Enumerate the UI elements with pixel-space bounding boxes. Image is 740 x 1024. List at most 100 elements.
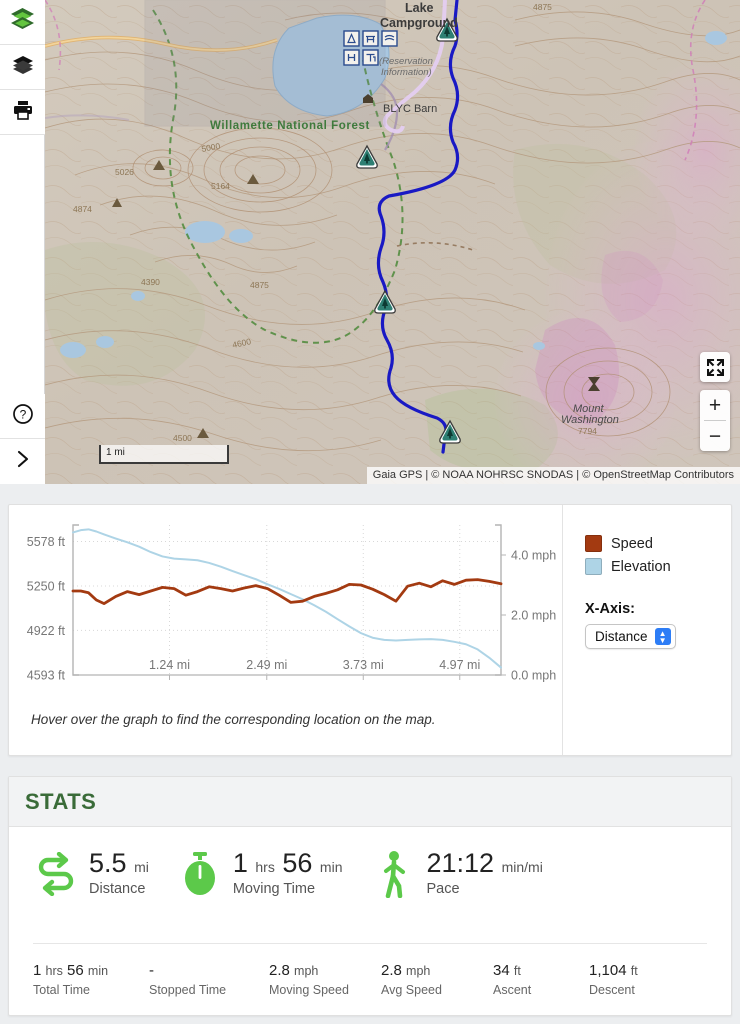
xaxis-select[interactable]: Distance ▲ ▼ bbox=[585, 624, 676, 649]
stats-title: STATS bbox=[25, 788, 97, 814]
svg-text:4500: 4500 bbox=[173, 433, 192, 443]
stat-avg-speed: 2.8 mph Avg Speed bbox=[381, 962, 493, 997]
stat-moving-time: 1 hrs 56 min Moving Time bbox=[177, 848, 343, 943]
axis-left-spine bbox=[72, 524, 79, 676]
chart-svg[interactable]: 4593 ft 4922 ft 5250 ft 5578 ft 1.24 mi 2.49 … bbox=[9, 505, 563, 705]
ytick-elevation-3: 5578 ft bbox=[27, 535, 66, 549]
basemap-layers-icon bbox=[9, 6, 36, 38]
help-icon: ? bbox=[12, 403, 34, 430]
svg-text:7794: 7794 bbox=[578, 426, 597, 436]
map-toolbar: ? bbox=[0, 0, 45, 484]
xtick-3: 4.97 mi bbox=[439, 658, 480, 672]
map-canvas[interactable]: Lake Campground (Reservation Information… bbox=[45, 0, 740, 484]
svg-text:Mount: Mount bbox=[573, 403, 605, 415]
stat-stopped-time-label: Stopped Time bbox=[149, 983, 227, 997]
zoom-out-button[interactable]: − bbox=[708, 424, 722, 448]
expand-panel-button[interactable] bbox=[0, 439, 45, 484]
walker-icon bbox=[370, 849, 416, 899]
chart-legend-panel: Speed Elevation X-Axis: Distance ▲ ▼ bbox=[563, 505, 731, 755]
map-scale-bar: 1 mi bbox=[99, 445, 229, 464]
stat-avg-speed-value: 2.8 mph bbox=[381, 962, 431, 979]
waypoint-markers bbox=[356, 17, 461, 444]
stat-descent: 1,104 ft Descent bbox=[589, 962, 689, 997]
fullscreen-icon[interactable] bbox=[700, 352, 730, 382]
svg-text:Willamette National Forest: Willamette National Forest bbox=[210, 120, 370, 132]
help-button[interactable]: ? bbox=[0, 394, 45, 439]
map-attribution: Gaia GPS | © NOAA NOHRSC SNODAS | © Open… bbox=[366, 467, 740, 484]
svg-text:5026: 5026 bbox=[115, 167, 134, 177]
print-button[interactable] bbox=[0, 90, 45, 135]
stopwatch-icon bbox=[177, 849, 223, 899]
chevron-right-icon bbox=[13, 449, 33, 474]
axis-right-spine bbox=[495, 524, 502, 676]
map-render: Lake Campground (Reservation Information… bbox=[45, 0, 740, 484]
zoom-in-button[interactable]: + bbox=[708, 393, 722, 417]
fullscreen-control[interactable] bbox=[700, 352, 730, 382]
svg-text:Lake: Lake bbox=[405, 1, 434, 15]
svg-text:4390: 4390 bbox=[141, 277, 160, 287]
stat-total-time: 1 hrs 56 min Total Time bbox=[33, 962, 149, 997]
svg-text:Washington: Washington bbox=[561, 414, 619, 426]
xaxis-select-value: Distance bbox=[595, 629, 648, 644]
stat-moving-speed-label: Moving Speed bbox=[269, 983, 349, 997]
stat-distance-unit: mi bbox=[134, 859, 149, 875]
series-line-speed bbox=[71, 578, 503, 605]
stat-pace-unit: min/mi bbox=[501, 859, 543, 875]
chart-plot-area[interactable]: 4593 ft 4922 ft 5250 ft 5578 ft 1.24 mi 2.49 … bbox=[9, 505, 563, 755]
basemap-layers-button[interactable] bbox=[0, 0, 45, 45]
stat-pace-value: 21:12 min/mi bbox=[426, 849, 542, 877]
zoom-controls[interactable]: + − bbox=[700, 390, 730, 451]
stat-moving-time-hours-unit: hrs bbox=[255, 859, 275, 875]
ytick-elevation-0: 4593 ft bbox=[27, 669, 66, 683]
stat-distance-number: 5.5 bbox=[89, 848, 127, 878]
legend-swatch-elevation bbox=[585, 558, 602, 575]
stat-ascent-value: 34 ft bbox=[493, 962, 521, 979]
stat-pace-number: 21:12 bbox=[426, 848, 495, 878]
stats-panel: STATS 5.5 mi Distance bbox=[8, 776, 732, 1016]
xaxis-label: X-Axis: bbox=[585, 601, 635, 617]
stats-secondary-row: 1 hrs 56 min Total Time - Stopped Time 2.8 m… bbox=[9, 944, 731, 997]
map-layers-icon bbox=[11, 53, 35, 82]
svg-text:4600: 4600 bbox=[231, 336, 252, 350]
stat-pace-label: Pace bbox=[426, 881, 460, 898]
map-layers-button[interactable] bbox=[0, 45, 45, 90]
stats-header: STATS bbox=[9, 777, 731, 827]
svg-text:Campground: Campground bbox=[380, 16, 458, 30]
stat-moving-time-minutes-unit: min bbox=[319, 859, 343, 875]
map-toolbar-bottom: ? bbox=[0, 394, 45, 484]
stat-moving-time-hours: 1 bbox=[232, 848, 248, 878]
stat-moving-speed: 2.8 mph Moving Speed bbox=[269, 962, 381, 997]
stat-ascent-label: Ascent bbox=[493, 983, 532, 997]
legend-item-speed[interactable]: Speed bbox=[585, 535, 731, 552]
svg-text:4875: 4875 bbox=[250, 280, 269, 290]
svg-text:4874: 4874 bbox=[73, 204, 92, 214]
svg-text:(Reservation: (Reservation bbox=[379, 56, 433, 67]
elevation-speed-chart-panel: 4593 ft 4922 ft 5250 ft 5578 ft 1.24 mi 2.49 … bbox=[8, 504, 732, 756]
stat-stopped-time: - Stopped Time bbox=[149, 962, 269, 997]
chart-legend: Speed Elevation bbox=[585, 535, 731, 575]
ytick-speed-2: 4.0 mph bbox=[511, 549, 556, 563]
svg-text:4875: 4875 bbox=[533, 2, 552, 12]
print-icon bbox=[12, 99, 34, 126]
map-labels: Lake Campground (Reservation Information… bbox=[73, 1, 619, 443]
legend-item-elevation[interactable]: Elevation bbox=[585, 558, 731, 575]
series-line-elevation bbox=[72, 528, 502, 669]
stat-descent-value: 1,104 ft bbox=[589, 962, 638, 979]
zoom-divider bbox=[704, 420, 726, 421]
svg-text:Information): Information) bbox=[381, 67, 432, 78]
chart-hover-hint: Hover over the graph to find the corresp… bbox=[31, 712, 436, 727]
ytick-elevation-1: 4922 ft bbox=[27, 624, 66, 638]
svg-text:5164: 5164 bbox=[211, 181, 230, 191]
stat-moving-time-label: Moving Time bbox=[232, 881, 316, 898]
ytick-speed-1: 2.0 mph bbox=[511, 609, 556, 623]
stat-distance-value: 5.5 mi bbox=[89, 849, 149, 877]
stats-primary-row: 5.5 mi Distance 1 hrs 56 bbox=[9, 827, 731, 943]
xtick-0: 1.24 mi bbox=[149, 658, 190, 672]
legend-swatch-speed bbox=[585, 535, 602, 552]
map-panel: Lake Campground (Reservation Information… bbox=[0, 0, 740, 484]
stat-ascent: 34 ft Ascent bbox=[493, 962, 589, 997]
xtick-1: 2.49 mi bbox=[246, 658, 287, 672]
stat-distance-label: Distance bbox=[89, 881, 146, 898]
legend-label-speed: Speed bbox=[611, 535, 653, 552]
stat-total-time-value: 1 hrs 56 min bbox=[33, 962, 109, 979]
